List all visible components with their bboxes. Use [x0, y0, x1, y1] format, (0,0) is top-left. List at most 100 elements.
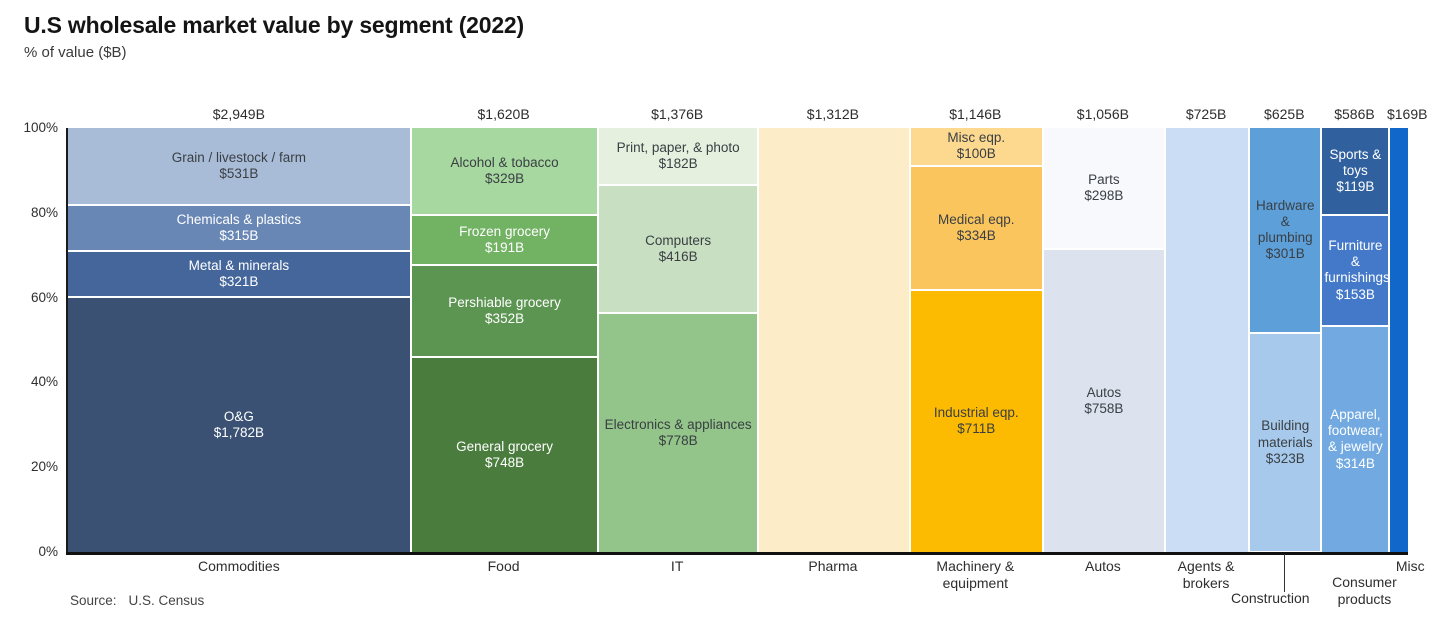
- segment-agents-brokers: [1166, 128, 1249, 552]
- segment-label: Furniture & furnishings: [1324, 238, 1390, 286]
- segment-general-grocery: General grocery $748B: [411, 356, 598, 552]
- y-axis-tick-0: 0%: [38, 544, 58, 559]
- x-category-autos: Autos: [1084, 558, 1121, 574]
- segment-label: Grain / livestock / farm: [171, 149, 306, 165]
- segment-pershiable-grocery: Pershiable grocery $352B: [411, 264, 598, 357]
- chart-title: U.S wholesale market value by segment (2…: [24, 12, 524, 38]
- segment-label: Metal & minerals: [188, 257, 290, 273]
- segment-label: O&G: [223, 408, 254, 424]
- segment-value: $315B: [219, 227, 259, 243]
- segment-value: $321B: [219, 273, 259, 289]
- column-total-machinery-equipment: $1,146B: [949, 106, 1002, 122]
- segment-label: Frozen grocery: [459, 223, 550, 239]
- segment-label: Chemicals & plastics: [176, 211, 302, 227]
- construction-leader-line: [1284, 554, 1286, 592]
- segment-value: $119B: [1336, 179, 1375, 195]
- column-total-autos: $1,056B: [1076, 106, 1129, 122]
- column-total-pharma: $1,312B: [806, 106, 859, 122]
- source-value: U.S. Census: [128, 593, 205, 608]
- segment-value: $531B: [219, 166, 259, 182]
- segment-value: $301B: [1265, 246, 1305, 262]
- segment-frozen-grocery: Frozen grocery $191B: [411, 214, 598, 265]
- x-axis-category-labels: Commodities Food IT Pharma Machinery & equipm…: [68, 554, 1425, 614]
- y-axis-tick-40: 40%: [30, 374, 58, 390]
- column-construction: Hardware & plumbing $301B Building materia…: [1248, 128, 1321, 552]
- segment-value: $191B: [485, 240, 525, 256]
- x-category-pharma: Pharma: [808, 558, 858, 574]
- segment-value: $153B: [1335, 286, 1375, 302]
- segment-label: Pershiable grocery: [448, 294, 561, 310]
- column-total-food: $1,620B: [477, 106, 530, 122]
- segment-industrial-eqp: Industrial eqp. $711B: [910, 288, 1042, 552]
- chart-subtitle: % of value ($B): [24, 44, 127, 61]
- segment-electronics-appliances: Electronics & appliances $778B: [599, 312, 757, 552]
- column-consumer-products: Sports & toys $119B Furniture & furnishing…: [1320, 128, 1390, 552]
- x-category-food: Food: [487, 558, 520, 574]
- segment-label: Print, paper, & photo: [616, 139, 740, 155]
- segment-label: Medical eqp.: [938, 211, 1015, 227]
- segment-label: General grocery: [456, 438, 553, 454]
- column-total-it: $1,376B: [651, 106, 704, 122]
- column-total-agents-brokers: $725B: [1185, 106, 1227, 122]
- segment-value: $329B: [485, 171, 525, 187]
- segment-value: $416B: [658, 249, 698, 265]
- y-axis-tick-100: 100%: [23, 120, 58, 135]
- segment-value: $778B: [658, 433, 698, 449]
- segment-o-g: O&G $1,782B: [68, 295, 410, 552]
- segment-autos: Autos $758B: [1043, 247, 1165, 552]
- segment-hardware-plumbing: Hardware & plumbing $301B: [1250, 128, 1321, 333]
- column-pharma: [756, 128, 909, 552]
- source-label: Source:: [70, 593, 117, 608]
- segment-value: $100B: [956, 146, 996, 162]
- column-total-construction: $625B: [1264, 106, 1305, 122]
- column-agents-brokers: [1164, 128, 1249, 552]
- segment-furniture-furnishings: Furniture & furnishings $153B: [1322, 214, 1390, 325]
- x-category-consumer-products: Consumer products: [1332, 574, 1397, 607]
- y-axis-tick-60: 60%: [30, 289, 58, 305]
- x-axis-line: [66, 552, 1408, 555]
- segment-value: $748B: [485, 455, 525, 471]
- segment-label: Industrial eqp.: [933, 404, 1019, 420]
- x-category-it: IT: [670, 558, 684, 574]
- segment-value: $182B: [658, 156, 698, 172]
- segment-label: Sports & toys: [1329, 146, 1382, 178]
- segment-label: Misc eqp.: [947, 130, 1006, 146]
- segment-sports-toys: Sports & toys $119B: [1322, 128, 1389, 215]
- x-category-machinery-equipment: Machinery & equipment: [936, 558, 1015, 591]
- segment-metal-minerals: Metal & minerals $321B: [68, 249, 410, 296]
- segment-value: $758B: [1084, 400, 1124, 416]
- segment-value: $352B: [485, 311, 525, 327]
- segment-label: Hardware & plumbing: [1255, 197, 1315, 246]
- segment-apparel-footwear-jewelry: Apparel, footwear, & jewelry $314B: [1322, 324, 1389, 552]
- segment-label: Computers: [645, 232, 712, 248]
- y-axis-tick-80: 80%: [30, 204, 58, 220]
- column-misc: [1388, 128, 1408, 552]
- y-axis-line: [66, 128, 68, 552]
- segment-label: Parts: [1088, 171, 1120, 187]
- segment-value: $334B: [956, 227, 996, 243]
- x-category-commodities: Commodities: [198, 558, 280, 574]
- segment-label: Autos: [1086, 384, 1122, 400]
- segment-print-paper-photo: Print, paper, & photo $182B: [599, 128, 757, 185]
- column-total-labels: $2,949B $1,620B $1,376B $1,312B $1,146B $1,05…: [68, 106, 1428, 126]
- segment-grain-livestock-farm: Grain / livestock / farm $531B: [68, 128, 410, 205]
- segment-label: Electronics & appliances: [604, 416, 752, 432]
- segment-chemicals-plastics: Chemicals & plastics $315B: [68, 204, 410, 250]
- column-machinery-equipment: Misc eqp. $100B Medical eqp. $334B Industria…: [908, 128, 1042, 552]
- segment-pharma: [758, 128, 909, 552]
- column-commodities: Grain / livestock / farm $531B Chemicals &…: [68, 128, 410, 552]
- segment-alcohol-tobacco: Alcohol & tobacco $329B: [411, 128, 598, 215]
- x-category-agents-brokers: Agents & brokers: [1177, 558, 1235, 591]
- column-total-commodities: $2,949B: [212, 106, 265, 122]
- segment-label: Apparel, footwear, & jewelry: [1328, 407, 1383, 455]
- segment-medical-eqp: Medical eqp. $334B: [910, 164, 1042, 289]
- segment-parts: Parts $298B: [1043, 128, 1165, 248]
- segment-value: $314B: [1335, 455, 1375, 471]
- x-category-misc: Misc: [1395, 558, 1425, 574]
- column-food: Alcohol & tobacco $329B Frozen grocery $191…: [409, 128, 598, 552]
- x-category-construction: Construction: [1231, 590, 1310, 606]
- column-total-misc: $169B: [1386, 106, 1428, 122]
- source-note: Source: U.S. Census: [70, 593, 204, 608]
- y-axis-tick-20: 20%: [30, 459, 58, 475]
